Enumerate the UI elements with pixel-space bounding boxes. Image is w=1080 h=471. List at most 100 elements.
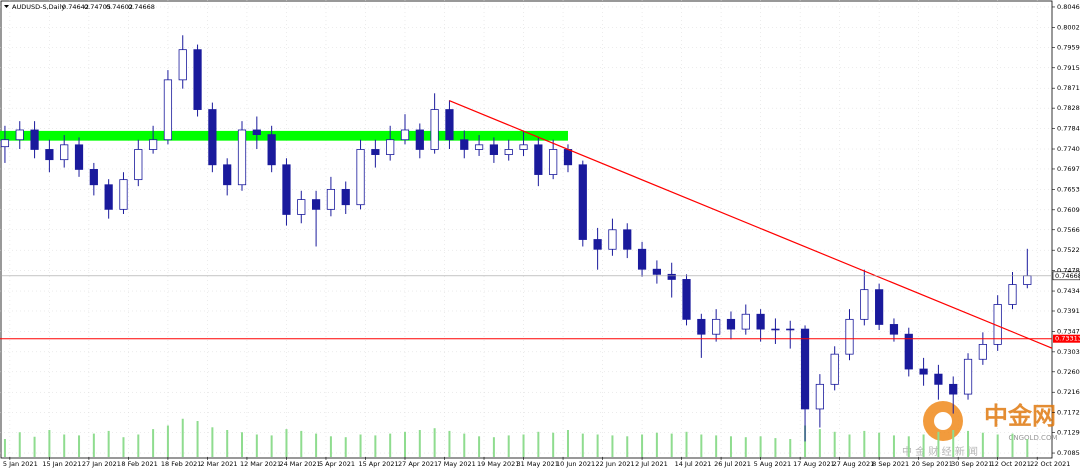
volume-bar [418, 430, 421, 457]
volume-bar [463, 433, 466, 457]
candle-body [919, 368, 928, 375]
x-tick-label: 7 May 2021 [438, 460, 476, 468]
candle-body [223, 164, 232, 186]
title-arrow [4, 5, 9, 8]
volume-bar [626, 436, 629, 457]
x-tick-label: 12 Mar 2021 [240, 460, 281, 468]
candle-body [178, 49, 187, 81]
volume-bar [315, 433, 318, 457]
candle-body [578, 164, 587, 240]
candle-body [208, 109, 217, 166]
volume-bar [152, 429, 155, 457]
price-label-box [1052, 271, 1080, 281]
volume-bar [789, 439, 792, 457]
volume-bar [1026, 439, 1029, 457]
candle-body [371, 149, 380, 155]
candle-body [60, 144, 69, 161]
volume-bar [981, 432, 984, 457]
candle-body [297, 199, 306, 215]
candle-body [30, 129, 39, 150]
volume-bar [270, 435, 273, 457]
volume-bar [300, 430, 303, 457]
volume-bar [537, 431, 540, 457]
x-tick-label: 18 Feb 2021 [161, 460, 201, 468]
x-tick-label: 20 Sep 2021 [912, 460, 953, 468]
volume-bar [492, 437, 495, 457]
candle-body [934, 373, 943, 385]
candle-body [267, 134, 276, 166]
candle-body [697, 318, 706, 335]
volume-bar [744, 437, 747, 457]
candle-body [89, 169, 98, 186]
volume-bar [833, 431, 836, 457]
volume-bar [878, 432, 881, 457]
volume-bar [285, 429, 288, 457]
volume-bar [255, 434, 258, 457]
volume-bar [33, 436, 36, 457]
x-tick-label: 8 Feb 2021 [121, 460, 157, 468]
candle-body [875, 289, 884, 325]
candle-body [682, 279, 691, 320]
volume-bar [611, 435, 614, 457]
watermark: 中金网 CNGOLD.COM 中 金 财 经 新 闻 [902, 401, 1058, 458]
watermark-logo-inner [934, 412, 952, 430]
candle-body [193, 49, 202, 110]
candle-body [519, 144, 528, 150]
candle-body [74, 144, 84, 170]
x-tick-label: 15 Jan 2021 [42, 460, 81, 468]
x-tick-label: 27 Jan 2021 [82, 460, 121, 468]
x-tick-label: 5 Jan 2021 [3, 460, 38, 468]
volume-bar [181, 418, 184, 457]
candle-body [637, 248, 647, 270]
volume-bar [478, 436, 481, 457]
candle-body [252, 129, 261, 136]
x-tick-label: 2 Jul 2021 [635, 460, 668, 468]
x-tick-label: 10 Jun 2021 [556, 460, 595, 468]
candle-body [623, 229, 632, 250]
candle-body [712, 318, 721, 335]
candle-body [741, 313, 750, 330]
volume-bar [700, 434, 703, 457]
candle-body [815, 383, 824, 410]
volume-bar [344, 437, 347, 457]
candle-body [963, 358, 973, 395]
volume-bar [759, 436, 762, 457]
volume-bar [374, 435, 377, 457]
x-tick-label: 24 Mar 2021 [279, 460, 320, 468]
candle-body [904, 333, 913, 370]
watermark-slogan: 中 金 财 经 新 闻 [902, 445, 978, 458]
resistance-zone [0, 130, 568, 141]
x-tick-label: 30 Sep 2021 [951, 460, 992, 468]
candle-body [949, 383, 958, 395]
candle-body [756, 313, 765, 330]
candle-body [889, 324, 899, 335]
volume-bar [848, 434, 851, 457]
volume-bar [863, 430, 866, 457]
candle-body [830, 353, 839, 385]
volume-bar [922, 434, 925, 457]
volume-bar [166, 425, 169, 457]
candle-body [45, 149, 54, 161]
candle-body [430, 109, 439, 150]
volume-bar [3, 439, 6, 457]
level-label: 0.73313 [1055, 335, 1080, 343]
volume-bar [522, 434, 525, 457]
volume-bar [715, 435, 718, 457]
candle-body [149, 139, 158, 150]
volume-bar [670, 433, 673, 457]
candle-body [341, 188, 350, 206]
volume-bar [566, 430, 569, 457]
volume-bar [211, 427, 214, 457]
